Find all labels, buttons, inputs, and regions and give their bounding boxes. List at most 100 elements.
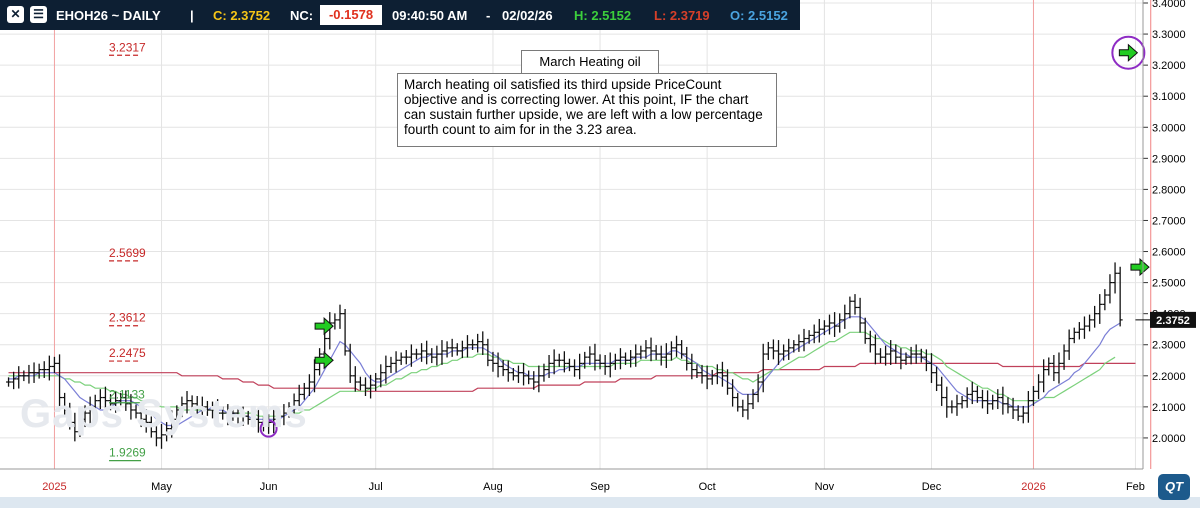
ohlc-bar: [699, 364, 705, 384]
ohlc-bar: [872, 334, 878, 365]
ohlc-bar: [153, 423, 159, 447]
ohlc-bar: [240, 406, 246, 426]
ohlc-bar: [357, 376, 363, 391]
ohlc-bar: [663, 343, 669, 369]
y-tick-label: 2.6000: [1152, 247, 1186, 259]
ohlc-bar: [893, 344, 899, 364]
ohlc-bar: [1087, 314, 1093, 332]
target-levels: 3.2317 2.5699 2.3612 2.2475 2.1133 1.9269: [109, 40, 146, 462]
ohlc-bar: [617, 348, 623, 370]
ohlc-bar: [250, 411, 256, 428]
x-tick-label: Aug: [483, 481, 503, 493]
x-tick-label: Nov: [815, 481, 835, 493]
close-icon[interactable]: ✕: [7, 6, 24, 23]
x-tick-label: Feb: [1126, 481, 1145, 493]
ohlc-bar: [475, 333, 481, 353]
y-tick-label: 2.7000: [1152, 215, 1186, 227]
purple-circle: [1111, 35, 1146, 70]
bottom-strip: [0, 497, 1200, 508]
ohlc-bar: [612, 353, 618, 370]
ohlc-bar: [368, 374, 374, 399]
ohlc-bar: [658, 345, 664, 366]
ohlc-bar: [306, 374, 312, 396]
ohlc-bar: [546, 354, 552, 378]
ohlc-bar: [464, 335, 470, 358]
ohlc-bar: [842, 304, 848, 329]
x-tick-label: 2026: [1021, 481, 1045, 493]
x-tick-label: Jun: [260, 481, 278, 493]
ohlc-bar: [291, 393, 297, 415]
open-value: O: 2.5152: [730, 8, 788, 23]
ohlc-bar: [439, 340, 445, 365]
ohlc-bar: [725, 369, 731, 395]
y-tick-label: 2.5000: [1152, 278, 1186, 290]
ohlc-bar: [755, 374, 761, 403]
ohlc-bar: [1066, 329, 1072, 360]
ohlc-bar: [179, 396, 185, 418]
ohlc-bar: [556, 353, 562, 367]
ohlc-bar: [102, 386, 108, 412]
ohlc-bars: [6, 262, 1123, 449]
ohlc-bar: [969, 381, 975, 405]
ohlc-bar: [57, 354, 63, 407]
menu-icon[interactable]: ☰: [30, 6, 47, 23]
ohlc-bar: [577, 353, 583, 380]
ohlc-bar: [638, 345, 644, 360]
nc-label: NC:: [290, 8, 314, 23]
ohlc-bar: [709, 369, 715, 385]
ohlc-bar: [500, 359, 506, 377]
ohlc-bar: [1076, 322, 1082, 340]
annotation-note: March heating oil satisfied its third up…: [397, 73, 777, 147]
ohlc-bar: [1071, 327, 1077, 344]
ohlc-bar: [36, 363, 42, 379]
ohlc-bar: [913, 344, 919, 364]
ohlc-bar: [1051, 354, 1057, 382]
low-value: L: 2.3719: [654, 8, 710, 23]
ohlc-bar: [276, 409, 282, 426]
ohlc-bar: [852, 294, 858, 315]
green-arrow-icon: [1118, 43, 1139, 62]
ohlc-bar: [454, 343, 460, 356]
close-value: C: 2.3752: [213, 8, 271, 23]
ohlc-bar: [653, 345, 659, 360]
ohlc-bar: [847, 296, 853, 319]
target-label: 2.1133: [109, 388, 145, 402]
ohlc-bar: [990, 394, 996, 410]
ohlc-bar: [373, 373, 379, 392]
ohlc-bar: [979, 389, 985, 409]
y-axis: 2.00002.10002.20002.30002.40002.50002.60…: [1135, 0, 1196, 469]
ohlc-bar: [770, 339, 776, 360]
ohlc-bar: [566, 358, 572, 372]
ohlc-bar: [827, 314, 833, 335]
purple-circle: [259, 419, 278, 438]
annotation-title: March Heating oil: [521, 50, 659, 74]
ohlc-bar: [1030, 386, 1036, 406]
ohlc-bar: [189, 395, 195, 410]
x-tick-label: May: [151, 481, 172, 493]
ohlc-bar: [235, 405, 241, 424]
ohlc-bar: [995, 389, 1001, 410]
ohlc-bar: [628, 350, 634, 368]
ohlc-bar: [16, 366, 22, 389]
green-arrow-icon: [1130, 257, 1150, 277]
ohlc-bar: [582, 351, 588, 369]
ohlc-bar: [679, 340, 685, 359]
ohlc-bar: [561, 351, 567, 373]
ohlc-bar: [230, 408, 236, 421]
annotations-marks: [259, 35, 1150, 438]
ohlc-bar: [337, 304, 343, 329]
ohlc-bar: [31, 362, 37, 383]
target-label: 2.2475: [109, 346, 146, 360]
x-axis: 2025 May Jun Jul Aug Sep Oct Nov Dec 2026 Feb: [0, 468, 1145, 493]
ohlc-bar: [419, 343, 425, 362]
ohlc-bar: [786, 338, 792, 360]
ohlc-bar: [949, 400, 955, 414]
moving-average-line: [8, 331, 1116, 417]
ohlc-bar: [194, 395, 200, 415]
ohlc-bar: [138, 405, 144, 428]
ohlc-bar: [199, 396, 205, 418]
y-tick-label: 3.2000: [1152, 60, 1186, 72]
ohlc-bar: [1056, 352, 1062, 384]
ohlc-bar: [964, 387, 970, 408]
ohlc-bar: [470, 339, 476, 351]
